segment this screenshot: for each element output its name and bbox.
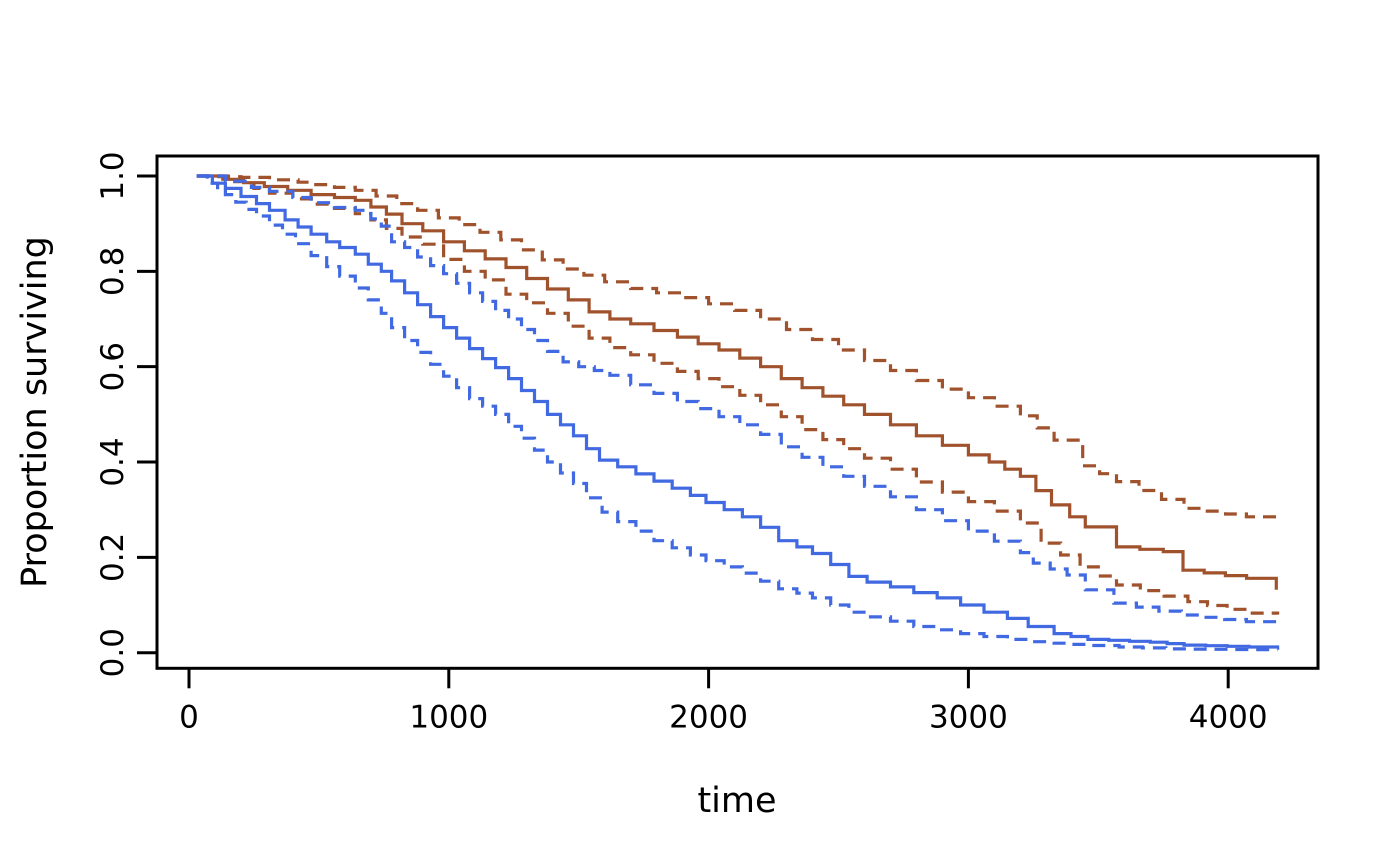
x-tick-label: 0	[179, 699, 199, 735]
x-tick-label: 1000	[409, 699, 488, 735]
y-tick-label: 0.6	[95, 342, 131, 391]
km-curves	[196, 174, 1280, 652]
y-axis: 0.0 0.2 0.4 0.6 0.8 1.0	[95, 151, 157, 677]
y-tick-label: 0.8	[95, 247, 131, 296]
km-curve-blue-ci-upper	[196, 174, 1278, 624]
y-axis-title: Proportion surviving	[15, 236, 55, 588]
km-curve-blue-ci-lower	[196, 174, 1280, 652]
x-axis: 0 1000 2000 3000 4000	[179, 668, 1268, 735]
x-tick-label: 3000	[929, 699, 1008, 735]
y-tick-label: 0.2	[95, 533, 131, 582]
y-tick-label: 0.0	[95, 628, 131, 677]
plot-box	[155, 154, 1320, 670]
km-curve-brown-estimate	[196, 174, 1278, 590]
y-tick-label: 0.4	[95, 437, 131, 486]
km-curve-brown-ci-lower	[196, 174, 1280, 615]
km-curve-blue-estimate	[196, 174, 1280, 649]
x-axis-title: time	[697, 781, 776, 821]
x-tick-label: 4000	[1189, 699, 1268, 735]
y-tick-label: 1.0	[95, 151, 131, 200]
x-tick-label: 2000	[669, 699, 748, 735]
km-curve-brown-ci-upper	[196, 174, 1280, 520]
